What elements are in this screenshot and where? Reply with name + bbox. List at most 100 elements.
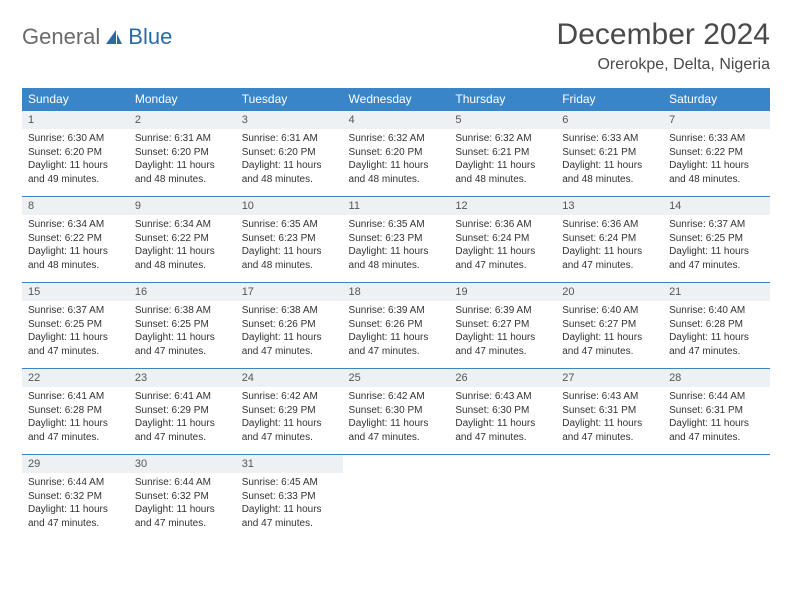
- logo-word1: General: [22, 24, 100, 50]
- day-info: Sunrise: 6:38 AMSunset: 6:25 PMDaylight:…: [129, 301, 236, 362]
- day-info: Sunrise: 6:35 AMSunset: 6:23 PMDaylight:…: [343, 215, 450, 276]
- calendar-day-cell: 10Sunrise: 6:35 AMSunset: 6:23 PMDayligh…: [236, 197, 343, 283]
- calendar-day-cell: 6Sunrise: 6:33 AMSunset: 6:21 PMDaylight…: [556, 111, 663, 197]
- day-info: Sunrise: 6:36 AMSunset: 6:24 PMDaylight:…: [449, 215, 556, 276]
- calendar-day-cell: 21Sunrise: 6:40 AMSunset: 6:28 PMDayligh…: [663, 283, 770, 369]
- day-info: Sunrise: 6:43 AMSunset: 6:31 PMDaylight:…: [556, 387, 663, 448]
- day-number: 28: [663, 369, 770, 387]
- calendar-day-cell: 2Sunrise: 6:31 AMSunset: 6:20 PMDaylight…: [129, 111, 236, 197]
- calendar-day-cell: 3Sunrise: 6:31 AMSunset: 6:20 PMDaylight…: [236, 111, 343, 197]
- day-number: 8: [22, 197, 129, 215]
- calendar-empty-cell: [449, 455, 556, 541]
- day-number: 3: [236, 111, 343, 129]
- calendar-day-cell: 17Sunrise: 6:38 AMSunset: 6:26 PMDayligh…: [236, 283, 343, 369]
- day-info: Sunrise: 6:36 AMSunset: 6:24 PMDaylight:…: [556, 215, 663, 276]
- day-number: 13: [556, 197, 663, 215]
- calendar-day-cell: 1Sunrise: 6:30 AMSunset: 6:20 PMDaylight…: [22, 111, 129, 197]
- logo: General Blue: [22, 24, 172, 50]
- day-info: Sunrise: 6:32 AMSunset: 6:21 PMDaylight:…: [449, 129, 556, 190]
- calendar-day-cell: 26Sunrise: 6:43 AMSunset: 6:30 PMDayligh…: [449, 369, 556, 455]
- day-header-row: SundayMondayTuesdayWednesdayThursdayFrid…: [22, 88, 770, 111]
- location: Orerokpe, Delta, Nigeria: [557, 56, 770, 74]
- day-info: Sunrise: 6:30 AMSunset: 6:20 PMDaylight:…: [22, 129, 129, 190]
- calendar-day-cell: 14Sunrise: 6:37 AMSunset: 6:25 PMDayligh…: [663, 197, 770, 283]
- day-number: 14: [663, 197, 770, 215]
- day-number: 16: [129, 283, 236, 301]
- calendar-week-row: 8Sunrise: 6:34 AMSunset: 6:22 PMDaylight…: [22, 197, 770, 283]
- day-header: Saturday: [663, 88, 770, 111]
- calendar-empty-cell: [343, 455, 450, 541]
- day-info: Sunrise: 6:40 AMSunset: 6:27 PMDaylight:…: [556, 301, 663, 362]
- day-number: 29: [22, 455, 129, 473]
- day-info: Sunrise: 6:39 AMSunset: 6:26 PMDaylight:…: [343, 301, 450, 362]
- day-info: Sunrise: 6:44 AMSunset: 6:32 PMDaylight:…: [129, 473, 236, 534]
- day-number: 25: [343, 369, 450, 387]
- day-number: 24: [236, 369, 343, 387]
- calendar-day-cell: 24Sunrise: 6:42 AMSunset: 6:29 PMDayligh…: [236, 369, 343, 455]
- month-title: December 2024: [557, 18, 770, 52]
- day-info: Sunrise: 6:38 AMSunset: 6:26 PMDaylight:…: [236, 301, 343, 362]
- calendar-day-cell: 31Sunrise: 6:45 AMSunset: 6:33 PMDayligh…: [236, 455, 343, 541]
- day-info: Sunrise: 6:34 AMSunset: 6:22 PMDaylight:…: [129, 215, 236, 276]
- day-info: Sunrise: 6:43 AMSunset: 6:30 PMDaylight:…: [449, 387, 556, 448]
- day-number: 26: [449, 369, 556, 387]
- day-info: Sunrise: 6:31 AMSunset: 6:20 PMDaylight:…: [236, 129, 343, 190]
- calendar-day-cell: 19Sunrise: 6:39 AMSunset: 6:27 PMDayligh…: [449, 283, 556, 369]
- day-number: 18: [343, 283, 450, 301]
- day-info: Sunrise: 6:31 AMSunset: 6:20 PMDaylight:…: [129, 129, 236, 190]
- header: General Blue December 2024 Orerokpe, Del…: [22, 18, 770, 74]
- day-number: 9: [129, 197, 236, 215]
- day-number: 22: [22, 369, 129, 387]
- day-info: Sunrise: 6:41 AMSunset: 6:28 PMDaylight:…: [22, 387, 129, 448]
- day-number: 15: [22, 283, 129, 301]
- calendar-body: 1Sunrise: 6:30 AMSunset: 6:20 PMDaylight…: [22, 111, 770, 541]
- day-number: 4: [343, 111, 450, 129]
- calendar-day-cell: 11Sunrise: 6:35 AMSunset: 6:23 PMDayligh…: [343, 197, 450, 283]
- day-info: Sunrise: 6:37 AMSunset: 6:25 PMDaylight:…: [663, 215, 770, 276]
- day-info: Sunrise: 6:39 AMSunset: 6:27 PMDaylight:…: [449, 301, 556, 362]
- calendar-day-cell: 20Sunrise: 6:40 AMSunset: 6:27 PMDayligh…: [556, 283, 663, 369]
- day-header: Tuesday: [236, 88, 343, 111]
- day-header: Sunday: [22, 88, 129, 111]
- calendar-day-cell: 29Sunrise: 6:44 AMSunset: 6:32 PMDayligh…: [22, 455, 129, 541]
- day-number: 23: [129, 369, 236, 387]
- day-info: Sunrise: 6:35 AMSunset: 6:23 PMDaylight:…: [236, 215, 343, 276]
- title-block: December 2024 Orerokpe, Delta, Nigeria: [557, 18, 770, 74]
- calendar-day-cell: 28Sunrise: 6:44 AMSunset: 6:31 PMDayligh…: [663, 369, 770, 455]
- calendar-week-row: 15Sunrise: 6:37 AMSunset: 6:25 PMDayligh…: [22, 283, 770, 369]
- calendar-day-cell: 9Sunrise: 6:34 AMSunset: 6:22 PMDaylight…: [129, 197, 236, 283]
- calendar-day-cell: 23Sunrise: 6:41 AMSunset: 6:29 PMDayligh…: [129, 369, 236, 455]
- day-number: 6: [556, 111, 663, 129]
- calendar-table: SundayMondayTuesdayWednesdayThursdayFrid…: [22, 88, 770, 541]
- day-info: Sunrise: 6:32 AMSunset: 6:20 PMDaylight:…: [343, 129, 450, 190]
- day-number: 10: [236, 197, 343, 215]
- calendar-day-cell: 8Sunrise: 6:34 AMSunset: 6:22 PMDaylight…: [22, 197, 129, 283]
- calendar-empty-cell: [556, 455, 663, 541]
- day-info: Sunrise: 6:41 AMSunset: 6:29 PMDaylight:…: [129, 387, 236, 448]
- calendar-day-cell: 16Sunrise: 6:38 AMSunset: 6:25 PMDayligh…: [129, 283, 236, 369]
- day-info: Sunrise: 6:42 AMSunset: 6:29 PMDaylight:…: [236, 387, 343, 448]
- day-number: 19: [449, 283, 556, 301]
- calendar-week-row: 29Sunrise: 6:44 AMSunset: 6:32 PMDayligh…: [22, 455, 770, 541]
- calendar-day-cell: 4Sunrise: 6:32 AMSunset: 6:20 PMDaylight…: [343, 111, 450, 197]
- logo-sail-icon: [104, 28, 124, 46]
- day-info: Sunrise: 6:34 AMSunset: 6:22 PMDaylight:…: [22, 215, 129, 276]
- day-info: Sunrise: 6:37 AMSunset: 6:25 PMDaylight:…: [22, 301, 129, 362]
- calendar-day-cell: 13Sunrise: 6:36 AMSunset: 6:24 PMDayligh…: [556, 197, 663, 283]
- day-number: 2: [129, 111, 236, 129]
- calendar-week-row: 1Sunrise: 6:30 AMSunset: 6:20 PMDaylight…: [22, 111, 770, 197]
- day-number: 1: [22, 111, 129, 129]
- day-info: Sunrise: 6:44 AMSunset: 6:31 PMDaylight:…: [663, 387, 770, 448]
- day-number: 27: [556, 369, 663, 387]
- day-header: Friday: [556, 88, 663, 111]
- calendar-day-cell: 27Sunrise: 6:43 AMSunset: 6:31 PMDayligh…: [556, 369, 663, 455]
- day-info: Sunrise: 6:42 AMSunset: 6:30 PMDaylight:…: [343, 387, 450, 448]
- day-header: Thursday: [449, 88, 556, 111]
- logo-word2: Blue: [128, 24, 172, 50]
- day-number: 11: [343, 197, 450, 215]
- day-number: 21: [663, 283, 770, 301]
- day-number: 12: [449, 197, 556, 215]
- day-info: Sunrise: 6:40 AMSunset: 6:28 PMDaylight:…: [663, 301, 770, 362]
- day-header: Monday: [129, 88, 236, 111]
- day-info: Sunrise: 6:45 AMSunset: 6:33 PMDaylight:…: [236, 473, 343, 534]
